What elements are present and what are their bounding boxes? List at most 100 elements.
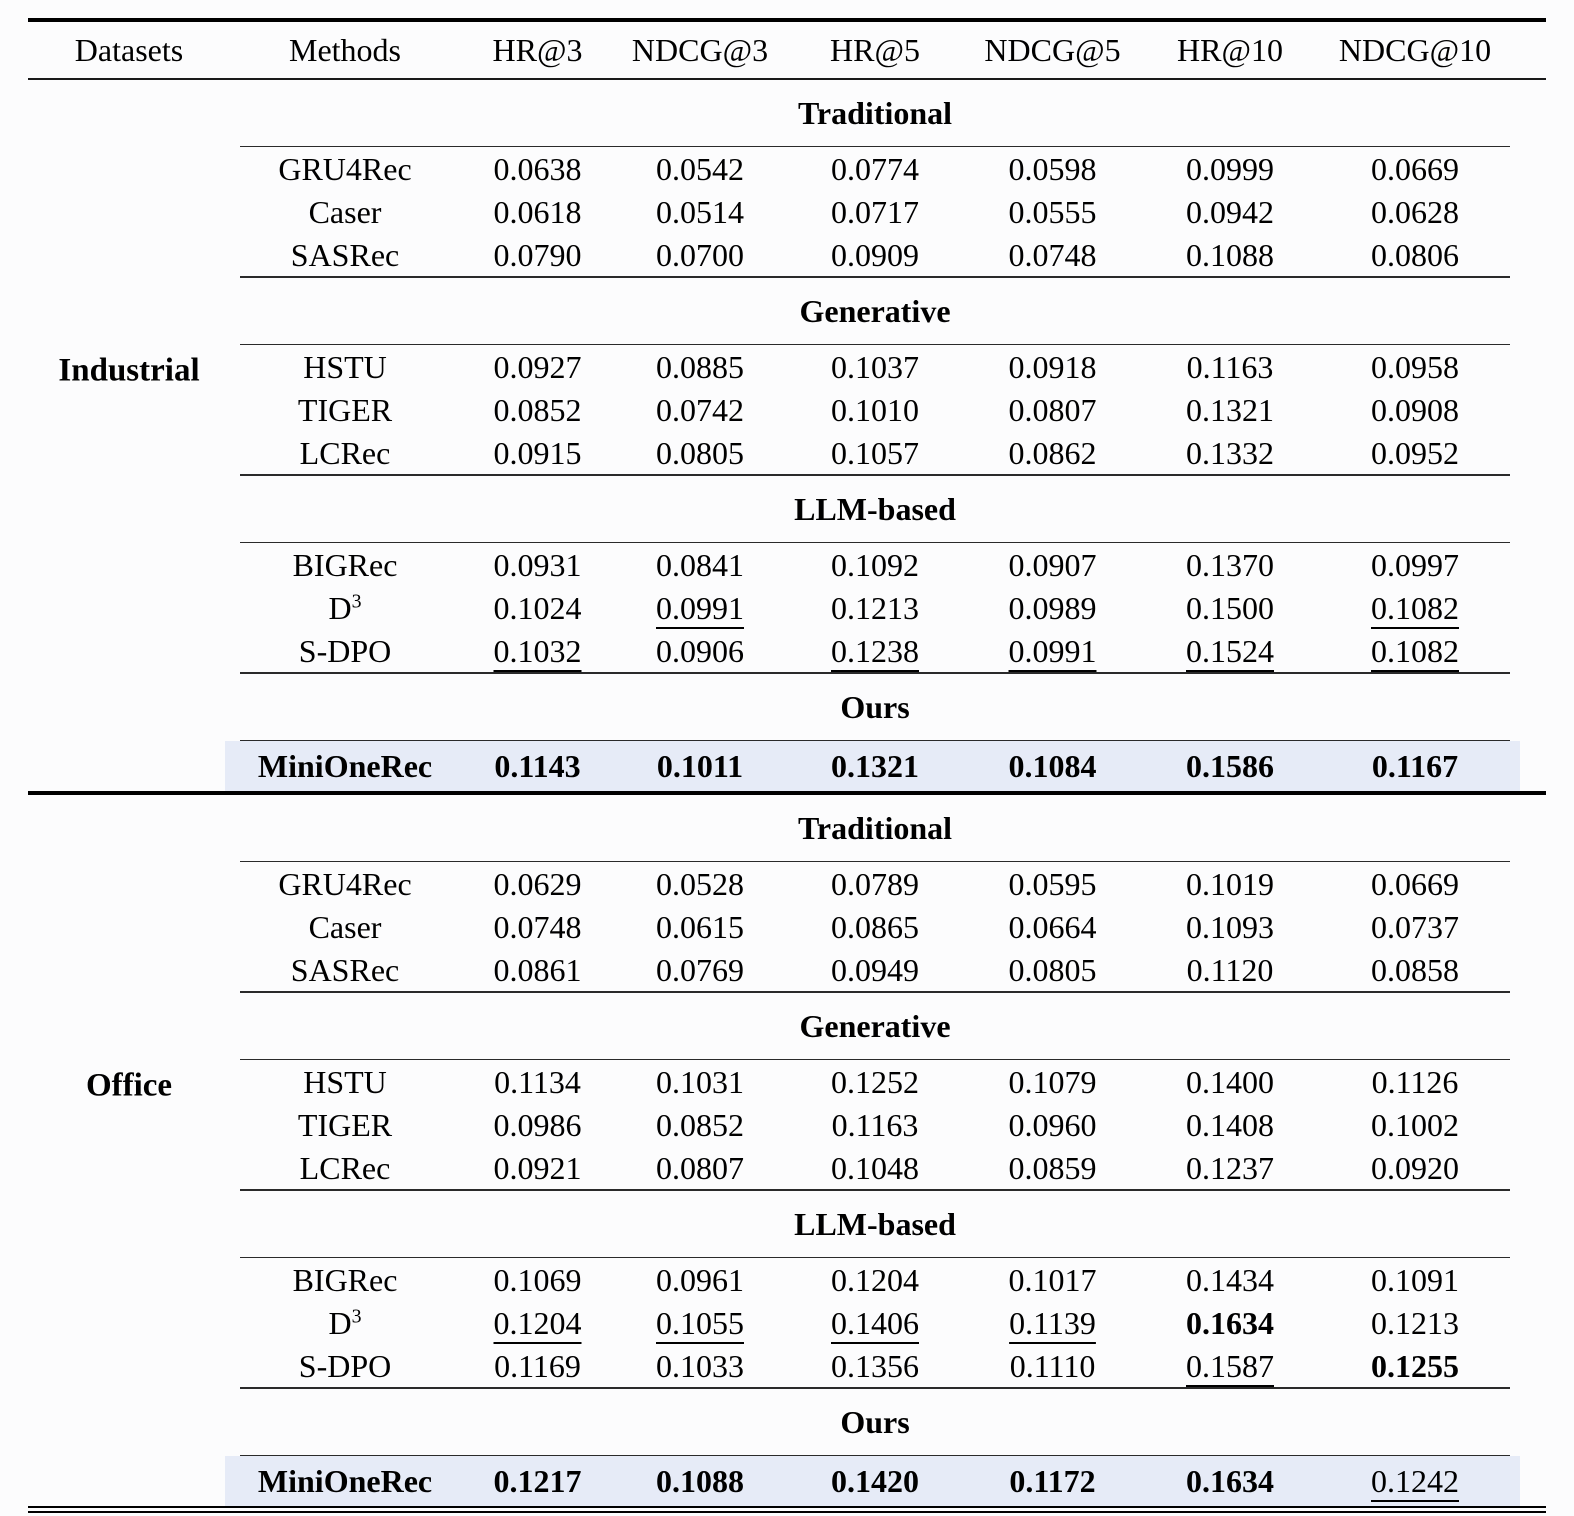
metric-value: 0.0907 (1008, 546, 1097, 583)
table-row: BIGRec 0.0931 0.0841 0.1092 0.0907 0.137… (230, 543, 1510, 586)
table-row: TIGER 0.0986 0.0852 0.1163 0.0960 0.1408… (230, 1103, 1510, 1146)
metric-value: 0.0958 (1371, 348, 1459, 385)
metric-value: 0.0790 (493, 236, 582, 273)
metric-value: 0.0769 (656, 951, 744, 988)
metric-value: 0.1033 (656, 1347, 744, 1384)
method-name: GRU4Rec (278, 150, 412, 187)
metric-value: 0.1169 (494, 1347, 581, 1384)
metric-value: 0.0805 (1008, 951, 1097, 988)
metric-value: 0.1163 (831, 1106, 919, 1143)
table-row: GRU4Rec 0.0629 0.0528 0.0789 0.0595 0.10… (230, 862, 1510, 905)
section-rule (240, 1454, 1510, 1456)
metric-value: 0.1163 (1186, 348, 1274, 385)
method-name: BIGRec (292, 546, 398, 583)
table-row: TIGER 0.0852 0.0742 0.1010 0.0807 0.1321… (230, 388, 1510, 431)
method-name: SASRec (290, 236, 400, 273)
section-rule (240, 739, 1510, 741)
method-name: S-DPO (298, 1347, 392, 1384)
method-name: D3 (328, 589, 362, 626)
metric-value: 0.1370 (1186, 546, 1274, 583)
metric-value: 0.0629 (493, 865, 582, 902)
metric-value: 0.1321 (1186, 391, 1274, 428)
metric-value: 0.1002 (1371, 1106, 1459, 1143)
metric-value: 0.1143 (494, 748, 581, 784)
metric-value: 0.0960 (1008, 1106, 1097, 1143)
metric-value: 0.1139 (1009, 1304, 1096, 1341)
table-row: SASRec 0.0790 0.0700 0.0909 0.0748 0.108… (230, 233, 1510, 276)
metric-value: 0.0949 (831, 951, 919, 988)
metric-value: 0.1048 (831, 1149, 919, 1186)
metric-value: 0.1032 (493, 632, 582, 669)
metric-value: 0.1400 (1186, 1063, 1274, 1100)
dataset-block-industrial: Industrial Traditional GRU4Rec 0.0638 0.… (0, 80, 1574, 791)
metric-value: 0.0638 (493, 150, 582, 187)
method-name: TIGER (297, 391, 393, 428)
metric-value: 0.0841 (656, 546, 744, 583)
metric-value: 0.1057 (831, 434, 919, 471)
method-name: LCRec (299, 1149, 391, 1186)
metric-value: 0.0807 (1008, 391, 1097, 428)
metric-value: 0.1024 (493, 589, 582, 626)
metric-value: 0.0737 (1371, 908, 1459, 945)
metric-value: 0.0920 (1371, 1149, 1459, 1186)
metric-value: 0.0997 (1371, 546, 1459, 583)
method-name: HSTU (303, 348, 387, 385)
metric-value: 0.0598 (1008, 150, 1097, 187)
section-rule (240, 1189, 1510, 1191)
metric-value: 0.0999 (1186, 150, 1274, 187)
metric-value: 0.1408 (1186, 1106, 1274, 1143)
table-row: Caser 0.0618 0.0514 0.0717 0.0555 0.0942… (230, 190, 1510, 233)
metric-value: 0.0927 (493, 348, 582, 385)
highlighted-row: MiniOneRec 0.1217 0.1088 0.1420 0.1172 0… (225, 1456, 1520, 1506)
metric-value: 0.1634 (1186, 1304, 1274, 1341)
highlighted-row: MiniOneRec 0.1143 0.1011 0.1321 0.1084 0… (225, 741, 1520, 791)
table-row: D3 0.1204 0.1055 0.1406 0.1139 0.1634 0.… (230, 1301, 1510, 1344)
metric-value: 0.0789 (831, 865, 919, 902)
table-row: SASRec 0.0861 0.0769 0.0949 0.0805 0.112… (230, 948, 1510, 991)
metric-value: 0.1093 (1186, 908, 1274, 945)
metric-value: 0.0528 (656, 865, 744, 902)
metric-value: 0.0861 (493, 951, 582, 988)
dataset-label: Industrial (58, 352, 200, 389)
metric-value: 0.1406 (831, 1304, 919, 1341)
metric-value: 0.1332 (1186, 434, 1274, 471)
metric-value: 0.0885 (656, 348, 744, 385)
metric-value: 0.0858 (1371, 951, 1459, 988)
section-rule (240, 343, 1510, 345)
header-rule (28, 77, 1546, 80)
metric-value: 0.0989 (1008, 589, 1097, 626)
metric-value: 0.1079 (1008, 1063, 1097, 1100)
column-header-hr5: HR@5 (830, 31, 920, 68)
metric-value: 0.0669 (1371, 865, 1459, 902)
metric-value: 0.1088 (656, 1463, 744, 1499)
bottom-rule (28, 1506, 1546, 1513)
metric-value: 0.0862 (1008, 434, 1097, 471)
table-header-row: Datasets Methods HR@3 NDCG@3 HR@5 NDCG@5… (28, 22, 1546, 78)
metric-value: 0.0909 (831, 236, 919, 273)
metric-value: 0.1500 (1186, 589, 1274, 626)
metric-value: 0.1037 (831, 348, 919, 385)
metric-value: 0.1634 (1186, 1463, 1274, 1499)
section-rule (240, 672, 1510, 674)
metric-value: 0.0991 (656, 589, 744, 626)
metric-value: 0.0618 (493, 193, 582, 230)
table-row: GRU4Rec 0.0638 0.0542 0.0774 0.0598 0.09… (230, 147, 1510, 190)
metric-value: 0.1238 (831, 632, 919, 669)
metric-value: 0.1019 (1186, 865, 1274, 902)
metric-value: 0.1110 (1009, 1347, 1096, 1384)
metric-value: 0.1204 (493, 1304, 582, 1341)
metric-value: 0.1524 (1186, 632, 1274, 669)
metric-value: 0.0921 (493, 1149, 582, 1186)
metric-value: 0.1172 (1009, 1463, 1096, 1499)
method-name: MiniOneRec (257, 748, 433, 784)
metric-value: 0.0915 (493, 434, 582, 471)
column-header-ndcg10: NDCG@10 (1338, 31, 1492, 68)
metric-value: 0.1082 (1371, 632, 1459, 669)
metric-value: 0.0748 (493, 908, 582, 945)
table-row: LCRec 0.0921 0.0807 0.1048 0.0859 0.1237… (230, 1146, 1510, 1189)
metric-value: 0.0906 (656, 632, 744, 669)
method-name: BIGRec (292, 1261, 398, 1298)
metric-value: 0.0931 (493, 546, 582, 583)
table-row: HSTU 0.0927 0.0885 0.1037 0.0918 0.1163 … (230, 345, 1510, 388)
table-row: S-DPO 0.1169 0.1033 0.1356 0.1110 0.1587… (230, 1344, 1510, 1387)
